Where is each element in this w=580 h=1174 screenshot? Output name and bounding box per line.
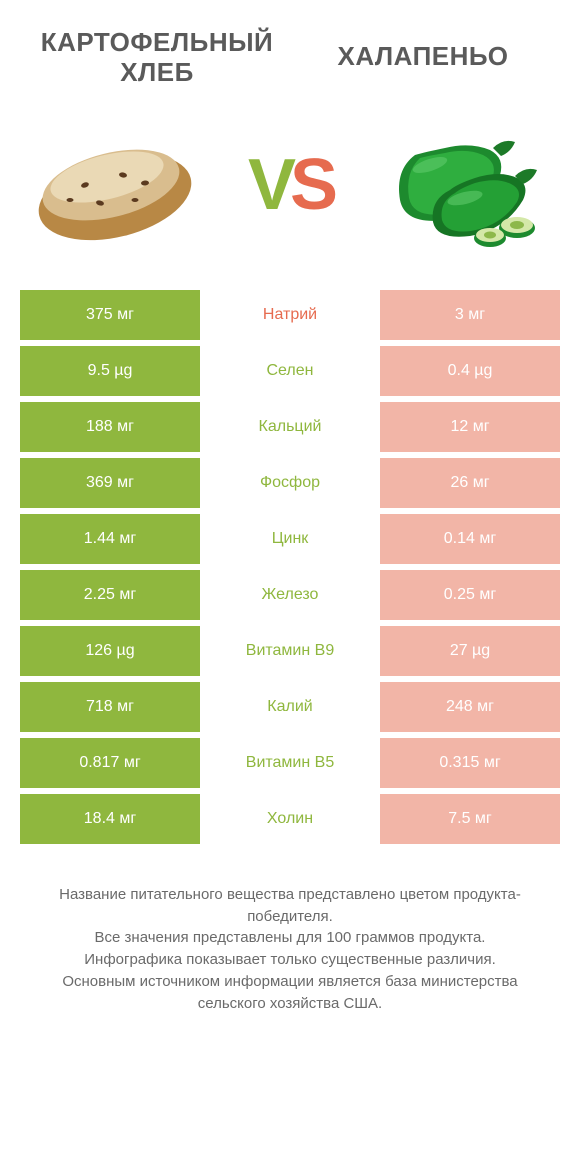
- cell-right-value: 0.315 мг: [380, 738, 560, 788]
- cell-left-value: 18.4 мг: [20, 794, 200, 844]
- footer-line2: Все значения представлены для 100 граммо…: [28, 927, 552, 949]
- cell-left-value: 1.44 мг: [20, 514, 200, 564]
- cell-left-value: 375 мг: [20, 290, 200, 340]
- vs-label: VS: [248, 144, 332, 226]
- cell-left-value: 126 µg: [20, 626, 200, 676]
- cell-right-value: 12 мг: [380, 402, 560, 452]
- cell-nutrient-label: Натрий: [200, 290, 380, 340]
- cell-right-value: 0.25 мг: [380, 570, 560, 620]
- table-row: 188 мгКальций12 мг: [20, 402, 560, 452]
- footer-line3: Инфографика показывает только существенн…: [28, 949, 552, 971]
- cell-left-value: 718 мг: [20, 682, 200, 732]
- cell-right-value: 27 µg: [380, 626, 560, 676]
- cell-right-value: 26 мг: [380, 458, 560, 508]
- header-right: ХАЛАПЕНЬО: [290, 28, 556, 72]
- header-left: КАРТОФЕЛЬНЫЙ ХЛЕБ: [24, 28, 290, 88]
- table-row: 0.817 мгВитамин B50.315 мг: [20, 738, 560, 788]
- footer-line1: Название питательного вещества представл…: [28, 884, 552, 928]
- table-row: 18.4 мгХолин7.5 мг: [20, 794, 560, 844]
- cell-left-value: 188 мг: [20, 402, 200, 452]
- cell-nutrient-label: Калий: [200, 682, 380, 732]
- cell-nutrient-label: Цинк: [200, 514, 380, 564]
- cell-nutrient-label: Холин: [200, 794, 380, 844]
- left-title-line2: ХЛЕБ: [24, 58, 290, 88]
- cell-right-value: 7.5 мг: [380, 794, 560, 844]
- table-row: 9.5 µgСелен0.4 µg: [20, 346, 560, 396]
- vs-v: V: [248, 144, 290, 226]
- table-row: 1.44 мгЦинк0.14 мг: [20, 514, 560, 564]
- cell-left-value: 9.5 µg: [20, 346, 200, 396]
- header: КАРТОФЕЛЬНЫЙ ХЛЕБ ХАЛАПЕНЬО: [0, 0, 580, 92]
- cell-nutrient-label: Фосфор: [200, 458, 380, 508]
- cell-nutrient-label: Железо: [200, 570, 380, 620]
- cell-nutrient-label: Кальций: [200, 402, 380, 452]
- left-title-line1: КАРТОФЕЛЬНЫЙ: [24, 28, 290, 58]
- cell-nutrient-label: Селен: [200, 346, 380, 396]
- right-title: ХАЛАПЕНЬО: [290, 28, 556, 72]
- cell-nutrient-label: Витамин B9: [200, 626, 380, 676]
- table-row: 2.25 мгЖелезо0.25 мг: [20, 570, 560, 620]
- footer-notes: Название питательного вещества представл…: [0, 844, 580, 1015]
- cell-left-value: 2.25 мг: [20, 570, 200, 620]
- table-row: 126 µgВитамин B927 µg: [20, 626, 560, 676]
- footer-line4: Основным источником информации является …: [28, 971, 552, 1015]
- nutrition-table: 375 мгНатрий3 мг9.5 µgСелен0.4 µg188 мгК…: [0, 290, 580, 844]
- images-row: VS: [0, 92, 580, 290]
- cell-left-value: 369 мг: [20, 458, 200, 508]
- cell-right-value: 0.4 µg: [380, 346, 560, 396]
- cell-right-value: 0.14 мг: [380, 514, 560, 564]
- table-row: 375 мгНатрий3 мг: [20, 290, 560, 340]
- table-row: 369 мгФосфор26 мг: [20, 458, 560, 508]
- bread-icon: [25, 125, 205, 245]
- cell-right-value: 3 мг: [380, 290, 560, 340]
- vs-s: S: [290, 144, 332, 226]
- bread-image: [20, 110, 210, 260]
- cell-left-value: 0.817 мг: [20, 738, 200, 788]
- cell-right-value: 248 мг: [380, 682, 560, 732]
- jalapeno-image: [370, 110, 560, 260]
- jalapeno-icon: [375, 120, 555, 250]
- cell-nutrient-label: Витамин B5: [200, 738, 380, 788]
- table-row: 718 мгКалий248 мг: [20, 682, 560, 732]
